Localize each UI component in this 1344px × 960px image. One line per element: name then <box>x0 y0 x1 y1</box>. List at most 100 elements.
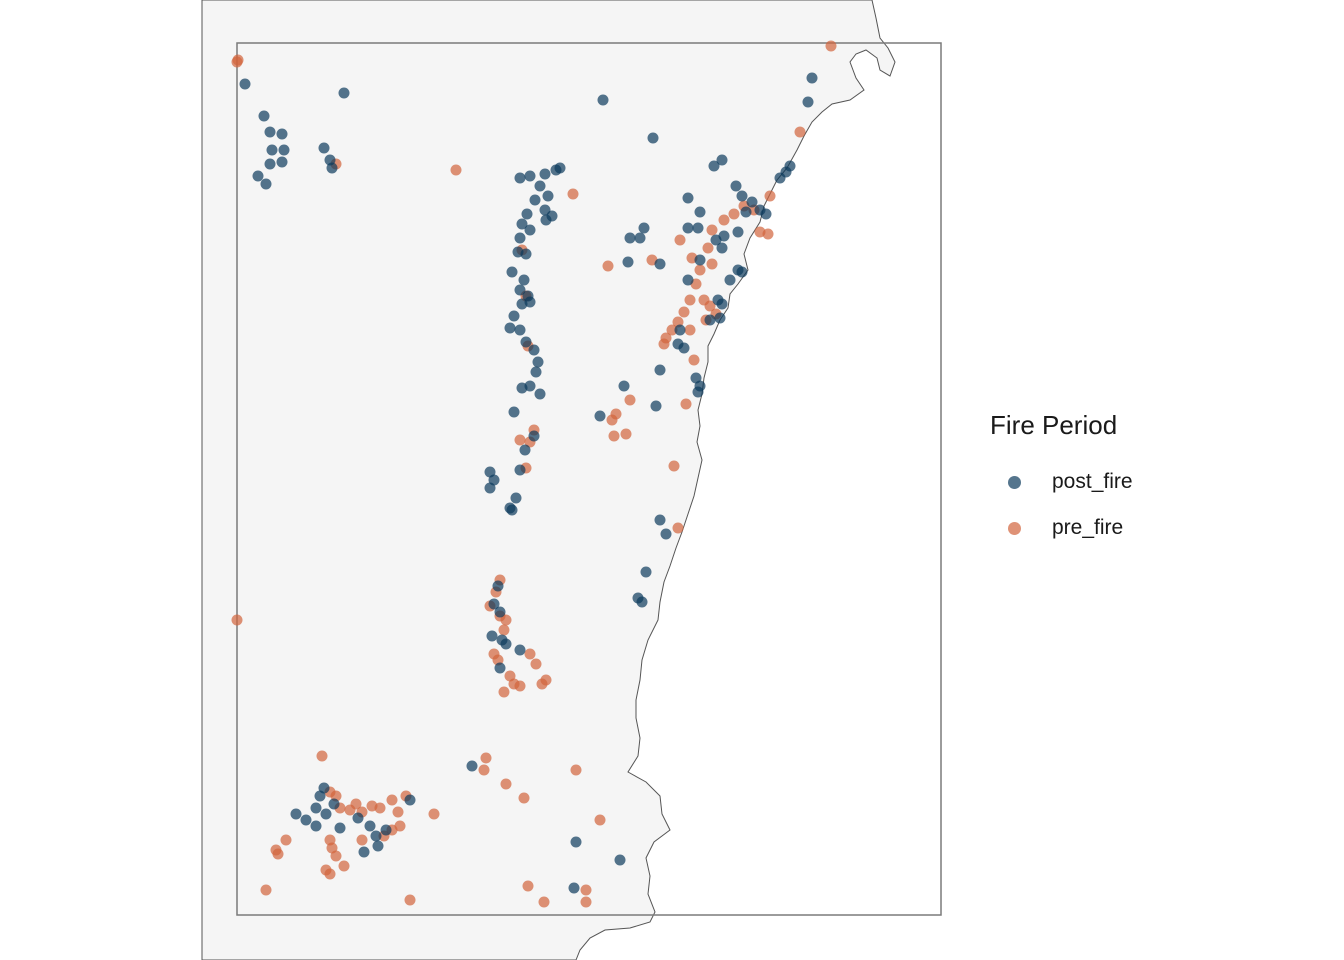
post-fire-point <box>514 284 526 296</box>
post-fire-swatch-icon <box>1007 475 1021 489</box>
pre-fire-point <box>594 814 606 826</box>
pre-fire-point <box>280 834 292 846</box>
pre-fire-point <box>658 338 670 350</box>
post-fire-point <box>714 312 726 324</box>
post-fire-point <box>694 254 706 266</box>
pre-fire-point <box>231 614 243 626</box>
post-fire-point <box>318 142 330 154</box>
post-fire-point <box>624 232 636 244</box>
post-fire-point <box>539 168 551 180</box>
post-fire-point <box>372 840 384 852</box>
post-fire-point <box>488 598 500 610</box>
pre-fire-point <box>728 208 740 220</box>
post-fire-point <box>736 190 748 202</box>
pre-fire-point <box>260 884 272 896</box>
post-fire-point <box>266 144 278 156</box>
pre-fire-point <box>498 624 510 636</box>
pre-fire-point <box>762 228 774 240</box>
post-fire-point <box>310 820 322 832</box>
post-fire-point <box>370 830 382 842</box>
post-fire-point <box>290 808 302 820</box>
pre-fire-point <box>706 258 718 270</box>
post-fire-point <box>654 364 666 376</box>
post-fire-point <box>654 514 666 526</box>
post-fire-point <box>730 180 742 192</box>
post-fire-point <box>530 366 542 378</box>
post-fire-point <box>540 214 552 226</box>
legend-label-post-fire: post_fire <box>1052 470 1133 493</box>
pre-fire-point <box>608 430 620 442</box>
pre-fire-point <box>764 190 776 202</box>
post-fire-point <box>506 504 518 516</box>
pre-fire-point <box>718 214 730 226</box>
post-fire-point <box>704 314 716 326</box>
pre-fire-point <box>500 614 512 626</box>
pre-fire-point <box>666 324 678 336</box>
post-fire-point <box>524 296 536 308</box>
post-fire-point <box>494 606 506 618</box>
post-fire-point <box>516 218 528 230</box>
post-fire-point <box>638 222 650 234</box>
post-fire-point <box>519 444 531 456</box>
pre-fire-point <box>684 294 696 306</box>
post-fire-point <box>260 178 272 190</box>
pre-fire-point <box>404 894 416 906</box>
post-fire-point <box>622 256 634 268</box>
post-fire-point <box>514 172 526 184</box>
post-fire-point <box>508 406 520 418</box>
pre-fire-point <box>567 188 579 200</box>
post-fire-point <box>654 258 666 270</box>
post-fire-point <box>682 222 694 234</box>
post-fire-point <box>404 794 416 806</box>
post-fire-point <box>597 94 609 106</box>
pre-fire-point <box>680 398 692 410</box>
legend-item-post-fire[interactable]: post_fire <box>990 459 1133 505</box>
post-fire-point <box>506 266 518 278</box>
post-fire-point <box>328 798 340 810</box>
post-fire-point <box>570 836 582 848</box>
pre-fire-point <box>514 434 526 446</box>
legend-item-pre-fire[interactable]: pre_fire <box>990 505 1133 551</box>
legend: Fire Period post_fire pre_fire <box>990 410 1133 551</box>
post-fire-point <box>520 336 532 348</box>
post-fire-point <box>614 854 626 866</box>
post-fire-point <box>518 274 530 286</box>
pre-fire-point <box>704 300 716 312</box>
post-fire-point <box>504 322 516 334</box>
pre-fire-point <box>530 658 542 670</box>
pre-fire-point <box>478 764 490 776</box>
post-fire-point <box>494 662 506 674</box>
pre-fire-point <box>316 750 328 762</box>
legend-key-post-fire <box>990 470 1038 494</box>
post-fire-point <box>716 154 728 166</box>
post-fire-point <box>524 224 536 236</box>
post-fire-point <box>760 208 772 220</box>
pre-fire-point <box>672 522 684 534</box>
post-fire-point <box>276 128 288 140</box>
pre-fire-point <box>580 884 592 896</box>
post-fire-point <box>276 156 288 168</box>
pre-fire-point <box>330 850 342 862</box>
post-fire-point <box>636 596 648 608</box>
post-fire-point <box>239 78 251 90</box>
pre-fire-point <box>374 802 386 814</box>
post-fire-point <box>514 232 526 244</box>
extent-frame <box>236 42 942 916</box>
post-fire-point <box>774 172 786 184</box>
pre-fire-point <box>522 880 534 892</box>
post-fire-point <box>358 846 370 858</box>
pre-fire-point <box>570 764 582 776</box>
post-fire-point <box>364 820 376 832</box>
post-fire-point <box>618 380 630 392</box>
pre-fire-point <box>684 324 696 336</box>
post-fire-point <box>568 882 580 894</box>
pre-fire-point <box>356 834 368 846</box>
post-fire-point <box>520 248 532 260</box>
pre-fire-point <box>624 394 636 406</box>
post-fire-point <box>678 342 690 354</box>
post-fire-point <box>716 242 728 254</box>
post-fire-point <box>594 410 606 422</box>
post-fire-point <box>640 566 652 578</box>
post-fire-point <box>650 400 662 412</box>
post-fire-point <box>352 812 364 824</box>
